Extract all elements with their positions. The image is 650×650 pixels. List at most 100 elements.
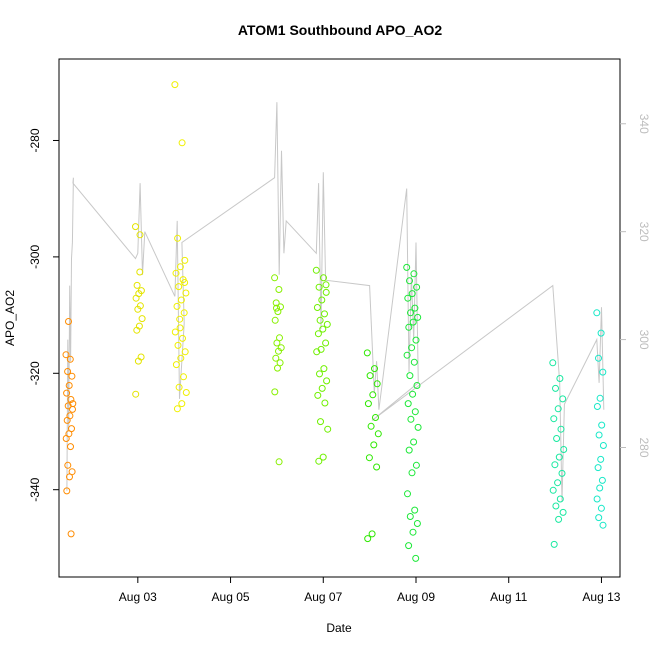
data-point [550, 540, 558, 548]
data-point [549, 486, 557, 494]
data-point [273, 339, 281, 347]
data-point [180, 373, 187, 381]
series-2 [171, 81, 190, 413]
data-point [180, 309, 188, 317]
data-point [315, 283, 323, 291]
data-point [368, 530, 376, 538]
y-axis-label: APO_AO2 [3, 290, 17, 346]
data-point [364, 400, 372, 408]
data-point [175, 383, 183, 391]
data-point [411, 506, 419, 514]
data-point [404, 490, 411, 498]
data-point [558, 469, 566, 477]
x-tick-label: Aug 11 [490, 590, 527, 604]
data-point [134, 357, 142, 365]
data-point [314, 391, 322, 399]
x-tick-label: Aug 13 [582, 590, 620, 604]
data-point [593, 495, 601, 503]
secondary-line-layer [66, 102, 605, 502]
data-point [410, 270, 418, 278]
data-point [323, 377, 331, 385]
x-axis-label: Date [326, 621, 352, 635]
series-7 [549, 359, 568, 548]
secondary-line [66, 102, 605, 502]
data-point [554, 479, 562, 487]
data-point [312, 266, 320, 274]
data-point [549, 359, 557, 367]
data-point [175, 283, 183, 291]
data-point [174, 341, 182, 349]
data-point [181, 348, 189, 356]
data-point [409, 528, 417, 536]
data-point [63, 389, 71, 397]
series-4 [312, 266, 332, 465]
data-point [132, 223, 139, 231]
data-point [171, 328, 179, 336]
data-point [595, 514, 603, 522]
data-point [406, 372, 414, 380]
data-point [373, 380, 381, 388]
data-point [405, 446, 413, 454]
data-point [598, 421, 606, 429]
data-point [553, 435, 561, 442]
data-point [318, 296, 326, 304]
data-point [322, 281, 330, 289]
x-tick-label: Aug 07 [304, 590, 342, 604]
data-point [178, 400, 186, 408]
data-point [409, 390, 417, 398]
data-point [182, 289, 190, 297]
data-point [555, 453, 563, 461]
data-point [366, 372, 374, 380]
data-point [62, 351, 70, 359]
data-point [317, 418, 324, 426]
plot-area-frame [58, 58, 621, 578]
data-point [274, 308, 282, 316]
data-point [173, 405, 181, 413]
data-point [64, 461, 72, 469]
data-point [273, 304, 280, 312]
data-point [133, 326, 141, 334]
data-point [133, 281, 141, 289]
x-axis: Aug 03 Aug 05 Aug 07 Aug 09 Aug 11 Aug 13 [119, 577, 621, 604]
data-point [407, 309, 414, 317]
data-point [551, 461, 559, 469]
series-0 [62, 318, 77, 538]
data-point [173, 302, 181, 310]
data-point [324, 425, 332, 433]
data-point [181, 256, 189, 264]
data-point [274, 364, 281, 372]
data-point [177, 296, 185, 304]
series-8 [593, 309, 607, 529]
data-point [178, 139, 186, 147]
data-point [593, 403, 601, 410]
data-point [69, 400, 77, 408]
data-point [316, 370, 323, 378]
data-point [319, 453, 327, 461]
y-axis-left: -280 -300 -320 -340 [28, 128, 59, 502]
data-point [321, 399, 329, 407]
data-point [65, 318, 72, 325]
data-point [599, 368, 607, 376]
data-point [374, 430, 382, 438]
data-point [408, 344, 416, 352]
y2-tick-label: 280 [637, 437, 650, 457]
data-point [559, 508, 567, 516]
data-point [172, 361, 180, 369]
y-tick-label: -280 [28, 128, 42, 152]
data-point [176, 324, 184, 332]
y-tick-label: -340 [28, 477, 42, 501]
data-point [595, 431, 603, 439]
data-point [596, 484, 604, 492]
data-point [275, 286, 283, 293]
data-point [67, 443, 74, 451]
data-point [555, 515, 563, 523]
data-point [271, 316, 279, 324]
data-point [64, 368, 72, 375]
data-point [372, 414, 379, 421]
data-point [405, 323, 413, 331]
data-point [404, 400, 412, 408]
data-point [414, 423, 422, 431]
data-point [66, 355, 74, 363]
y-tick-label: -320 [28, 361, 42, 385]
